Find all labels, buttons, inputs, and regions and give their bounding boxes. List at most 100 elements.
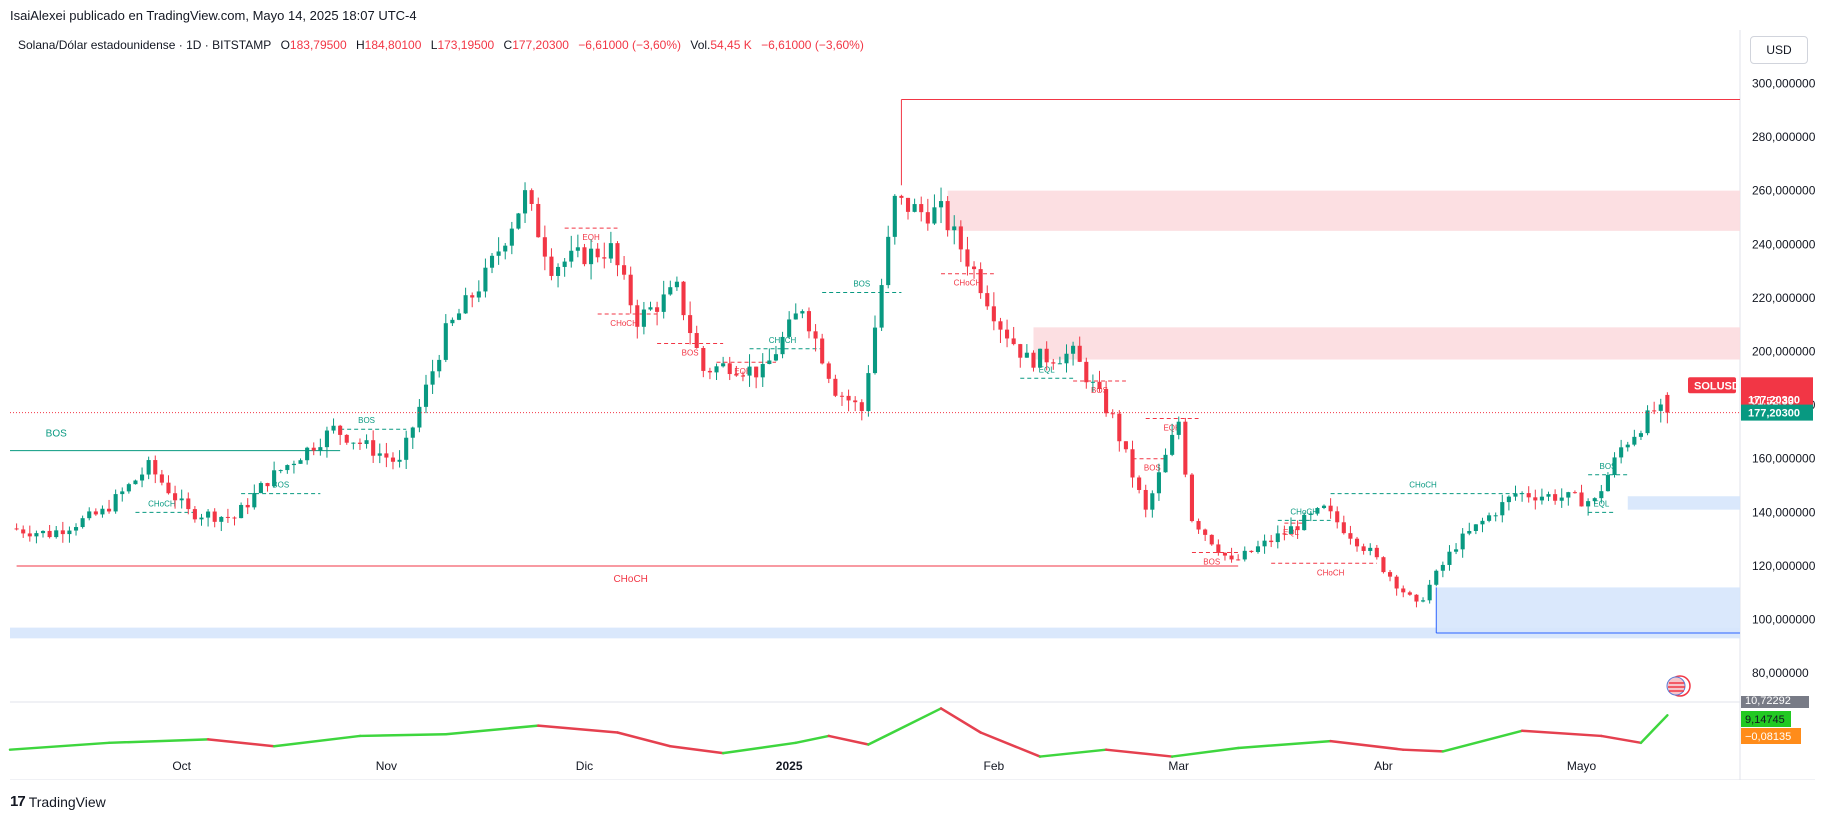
oscillator-segment (1170, 746, 1240, 758)
low-label: L (430, 38, 438, 52)
candle-body (1057, 363, 1062, 365)
candle-body (1586, 501, 1591, 507)
candle-body (1123, 441, 1128, 450)
candle-body (1632, 436, 1637, 445)
price-chart[interactable]: BOSCHoCHCHoCHBOSBOSEQHCHoCHBOSEQHCHoCHBO… (0, 0, 1825, 780)
price-badge-box (1741, 377, 1813, 408)
close-label: C (503, 38, 513, 52)
supply-zone (1033, 327, 1740, 360)
y-tick-label: 280,000000 (1752, 130, 1816, 144)
candle-body (1275, 533, 1280, 543)
candle-body (668, 287, 673, 295)
structure-label: BOS (1144, 464, 1161, 473)
candle-body (1137, 477, 1142, 490)
demand-zone (1436, 587, 1740, 633)
candle-body (1117, 413, 1122, 442)
candle-body (1005, 329, 1010, 339)
candle-body (1572, 492, 1577, 494)
candle-body (1421, 600, 1426, 602)
candle-body (1024, 352, 1029, 358)
candle-body (622, 265, 627, 275)
candle-body (305, 447, 310, 461)
us-flag-icon[interactable] (1666, 675, 1691, 697)
candle-body (688, 315, 693, 334)
candle-body (1143, 489, 1148, 510)
close-value: 177,20300 (512, 38, 569, 52)
candle-body (225, 516, 230, 518)
candle-body (1605, 474, 1610, 492)
candle-body (846, 395, 851, 401)
candle-body (1084, 361, 1089, 383)
y-tick-label: 80,000000 (1752, 666, 1809, 680)
tradingview-logo[interactable]: 17 TradingView (10, 793, 106, 810)
candle-body (569, 250, 574, 262)
x-tick-label: Oct (172, 759, 191, 773)
high-label: H (356, 38, 365, 52)
candle-body (232, 517, 237, 519)
candle-body (529, 190, 534, 204)
candle-body (1387, 572, 1393, 577)
change-value: −6,61000 (−3,60%) (578, 38, 682, 52)
candle-body (245, 504, 250, 508)
candle-body (199, 517, 204, 520)
candle-body (239, 504, 244, 519)
candle-body (1599, 491, 1604, 499)
oscillator-segment (206, 738, 276, 748)
candle-body (1401, 588, 1406, 593)
candle-body (390, 457, 396, 462)
candle-body (707, 370, 712, 373)
candle-body (536, 203, 541, 238)
symbol-legend: Solana/Dólar estadounidense · 1D · BITST… (18, 38, 870, 52)
candle-body (153, 460, 158, 475)
candle-body (1361, 546, 1366, 551)
candle-body (872, 327, 878, 374)
candle-body (120, 491, 125, 495)
candle-body (1374, 547, 1379, 558)
y-tick-label: 100,000000 (1752, 613, 1816, 627)
candle-body (655, 307, 660, 312)
candle-body (674, 281, 679, 288)
candle-body (1368, 547, 1373, 551)
candle-body (503, 245, 508, 252)
volume-value: 54,45 K (710, 38, 752, 52)
candle-body (344, 434, 349, 443)
high-value: 184,80100 (364, 38, 422, 52)
symbol-name[interactable]: Solana/Dólar estadounidense · 1D · BITST… (18, 38, 272, 52)
candle-body (437, 359, 442, 372)
candle-body (760, 364, 765, 378)
candle-body (839, 395, 845, 397)
open-label: O (280, 38, 290, 52)
candle-body (971, 266, 977, 270)
candle-body (1302, 514, 1307, 531)
candle-body (978, 269, 983, 294)
candle-body (93, 511, 98, 515)
candle-body (635, 305, 640, 327)
x-tick-label: Dic (576, 759, 593, 773)
candle-body (67, 530, 72, 535)
candle-body (331, 425, 336, 431)
candle-body (1031, 352, 1036, 368)
candle-body (965, 249, 970, 267)
oscillator-segment (272, 734, 362, 748)
oscillator-segment (1401, 748, 1445, 753)
candle-body (681, 281, 686, 316)
candle-body (602, 257, 607, 259)
price2-badge: 177,20300 (1748, 408, 1800, 420)
currency-button[interactable]: USD (1750, 36, 1808, 64)
candle-body (192, 509, 197, 520)
candle-body (1282, 533, 1287, 535)
candle-body (1097, 381, 1102, 390)
candle-body (1328, 505, 1333, 512)
candle-body (311, 447, 316, 451)
volume-label: Vol. (690, 38, 711, 52)
candle-body (106, 508, 112, 512)
candle-body (179, 498, 184, 501)
x-tick-label: Mar (1168, 759, 1189, 773)
candle-body (740, 375, 745, 377)
tradingview-logo-icon: 17 (10, 793, 26, 810)
candle-body (113, 494, 118, 512)
candle-body (1341, 522, 1346, 534)
candle-body (859, 402, 864, 412)
candle-body (694, 333, 699, 348)
candle-body (54, 530, 59, 538)
